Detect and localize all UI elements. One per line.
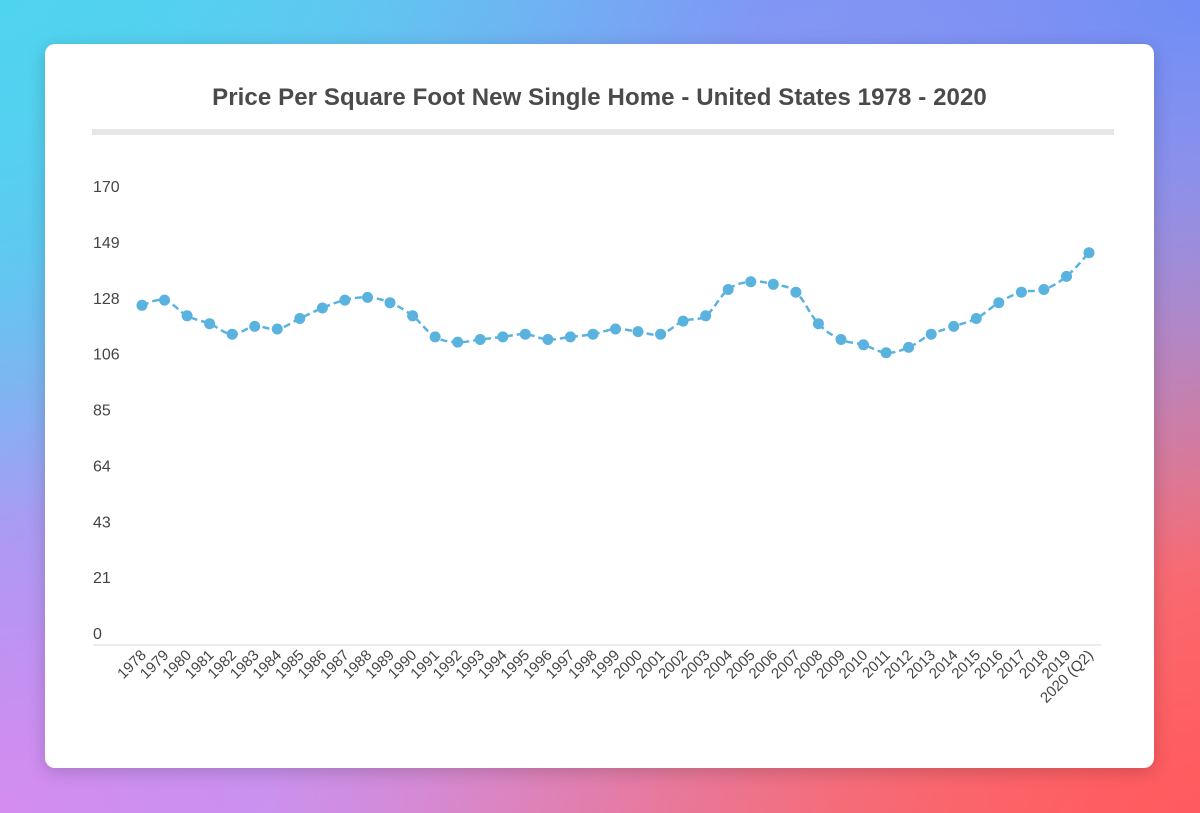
data-point[interactable]	[181, 310, 193, 322]
data-point[interactable]	[271, 323, 283, 335]
data-point[interactable]	[542, 334, 554, 345]
data-point[interactable]	[316, 302, 328, 314]
data-point[interactable]	[880, 347, 892, 359]
y-tick-label: 128	[93, 291, 120, 308]
series-line	[141, 251, 1090, 354]
y-axis: 0 21 43 64 85 106 128 149 170	[93, 179, 120, 643]
data-point[interactable]	[677, 315, 689, 327]
data-point[interactable]	[767, 278, 779, 290]
data-point[interactable]	[564, 331, 576, 343]
y-tick-label: 149	[93, 235, 120, 252]
data-point[interactable]	[835, 334, 847, 345]
data-point[interactable]	[700, 310, 712, 322]
y-tick-label: 0	[93, 626, 102, 643]
data-point[interactable]	[452, 336, 464, 348]
data-point[interactable]	[1038, 284, 1050, 295]
data-point[interactable]	[722, 284, 734, 295]
data-point[interactable]	[407, 310, 419, 322]
data-point[interactable]	[1083, 247, 1095, 259]
data-point[interactable]	[632, 326, 644, 338]
series-points	[136, 247, 1095, 359]
data-point[interactable]	[903, 341, 915, 353]
data-point[interactable]	[159, 294, 170, 306]
data-point[interactable]	[249, 320, 261, 332]
data-point[interactable]	[925, 328, 937, 340]
data-point[interactable]	[1015, 286, 1027, 298]
x-axis: 1978197919801981198219831984198519861987…	[114, 647, 1097, 707]
chart-card: Price Per Square Foot New Single Home - …	[45, 44, 1154, 768]
y-tick-label: 43	[93, 514, 111, 531]
data-point[interactable]	[993, 297, 1005, 309]
data-point[interactable]	[474, 334, 486, 345]
y-tick-label: 85	[93, 403, 111, 420]
data-point[interactable]	[226, 328, 238, 340]
data-point[interactable]	[384, 297, 396, 309]
data-point[interactable]	[745, 276, 757, 288]
y-tick-label: 170	[93, 179, 120, 196]
data-point[interactable]	[1061, 270, 1072, 282]
data-point[interactable]	[362, 291, 373, 303]
data-point[interactable]	[948, 320, 960, 332]
chart-title: Price Per Square Foot New Single Home - …	[212, 84, 987, 111]
data-point[interactable]	[587, 328, 599, 340]
data-point[interactable]	[294, 313, 306, 324]
y-tick-label: 21	[93, 570, 111, 587]
data-point[interactable]	[812, 318, 824, 330]
data-point[interactable]	[429, 331, 441, 343]
data-point[interactable]	[858, 339, 869, 351]
data-point[interactable]	[655, 328, 667, 340]
data-point[interactable]	[339, 294, 351, 306]
y-tick-label: 64	[93, 458, 111, 475]
data-point[interactable]	[204, 318, 216, 330]
title-divider	[92, 129, 1114, 135]
data-point[interactable]	[519, 328, 531, 340]
data-point[interactable]	[136, 299, 148, 311]
y-tick-label: 106	[93, 347, 120, 364]
data-point[interactable]	[790, 286, 802, 298]
line-chart: 0 21 43 64 85 106 128 149 170 197819791980198119…	[93, 179, 1101, 707]
data-point[interactable]	[970, 313, 982, 324]
data-point[interactable]	[610, 323, 621, 335]
data-point[interactable]	[497, 331, 509, 343]
